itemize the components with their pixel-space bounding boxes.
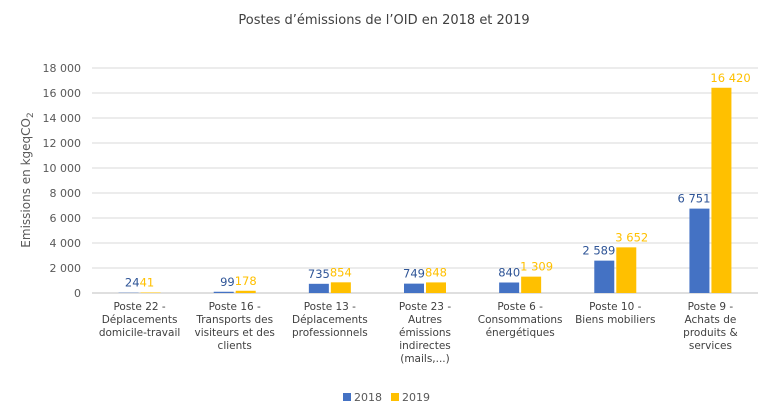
legend-swatch-2018 (343, 393, 351, 401)
bar-2018-4 (499, 282, 520, 293)
data-label-2018-4: 840 (498, 266, 520, 280)
bar-2019-4 (521, 276, 542, 293)
data-label-2019-2: 854 (330, 265, 352, 279)
chart-title: Postes d’émissions de l’OID en 2018 et 2… (238, 13, 529, 28)
data-label-2019-0: 41 (140, 275, 155, 289)
y-tick-label: 10 000 (43, 162, 82, 175)
legend-label-2018: 2018 (354, 391, 382, 404)
bar-2018-1 (213, 291, 234, 293)
data-label-2018-0: 24 (125, 276, 140, 290)
bar-2019-0 (140, 292, 161, 293)
bar-2018-5 (594, 260, 615, 293)
x-category-label: Poste 9 -Achats de produits & services (683, 301, 738, 352)
bar-2018-6 (689, 208, 710, 293)
data-label-2018-6: 6 751 (677, 192, 710, 206)
data-label-2018-1: 99 (220, 275, 235, 289)
data-label-2019-6: 16 420 (710, 71, 750, 85)
y-tick-label: 8 000 (50, 187, 82, 200)
legend-swatch-2019 (391, 393, 399, 401)
y-tick-label: 18 000 (43, 62, 82, 75)
x-category-label: Poste 6 -Consommations énergétiques (478, 301, 563, 339)
x-category-label: Poste 10 -Biens mobiliers (575, 301, 655, 326)
y-tick-label: 16 000 (43, 87, 82, 100)
legend: 2018 2019 (343, 391, 430, 404)
y-tick-label: 14 000 (43, 112, 82, 125)
bar-2019-6 (711, 87, 732, 293)
bar-2019-2 (330, 282, 351, 293)
data-label-2019-3: 848 (425, 265, 447, 279)
data-label-2019-5: 3 652 (615, 230, 648, 244)
y-tick-label: 0 (74, 287, 81, 300)
data-label-2018-5: 2 589 (582, 244, 615, 258)
bar-2019-5 (616, 247, 637, 293)
y-tick-label: 12 000 (43, 137, 82, 150)
data-label-2019-4: 1 309 (520, 260, 553, 274)
bar-2018-3 (404, 283, 424, 293)
y-tick-label: 4 000 (50, 237, 82, 250)
legend-label-2019: 2019 (402, 391, 430, 404)
x-category-label: Poste 22 -Déplacements domicile-travail (99, 301, 180, 339)
bar-2018-2 (308, 283, 329, 293)
bar-2019-1 (235, 290, 256, 293)
y-tick-label: 6 000 (50, 212, 82, 225)
data-label-2019-1: 178 (235, 274, 257, 288)
x-category-label: Poste 13 -Déplacements professionnels (292, 301, 368, 339)
y-tick-label: 2 000 (50, 262, 82, 275)
y-axis-label: Emissions en kgeqCO2 (19, 112, 36, 247)
data-label-2018-3: 749 (403, 267, 425, 281)
x-category-label: Poste 23 -Autres émissions indirectes (mail… (399, 301, 451, 365)
bar-2019-3 (426, 282, 446, 293)
x-category-label: Poste 16 -Transports des visiteurs et des… (195, 301, 275, 352)
data-label-2018-2: 735 (308, 267, 330, 281)
